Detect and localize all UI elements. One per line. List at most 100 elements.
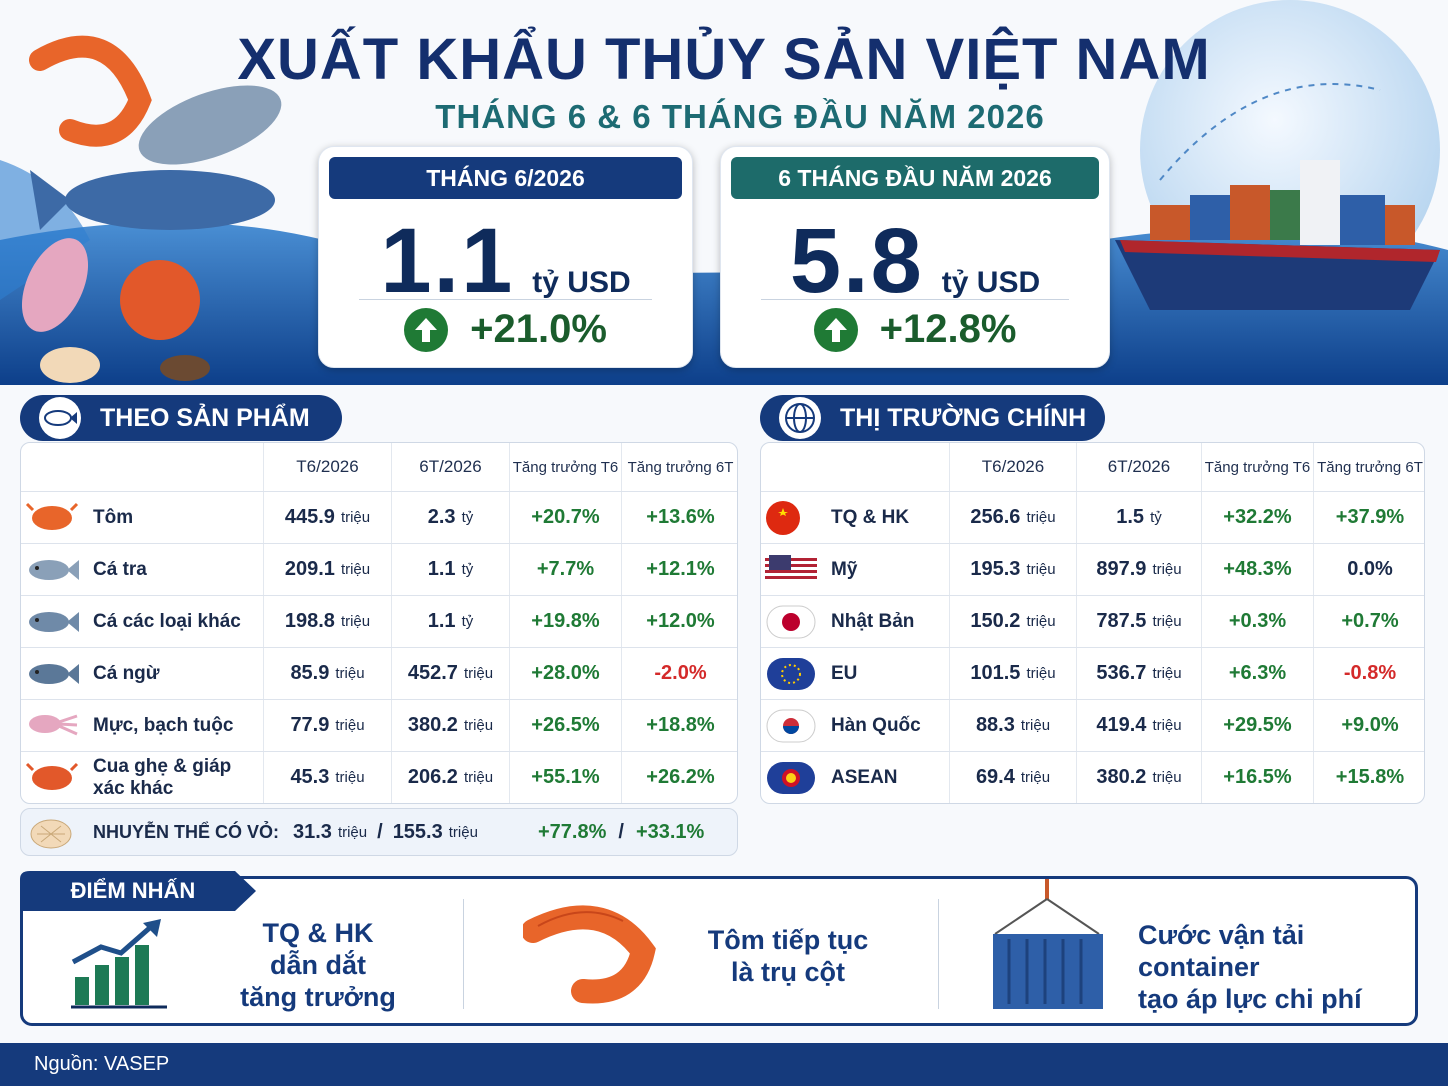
value: 150.2 — [970, 610, 1021, 632]
value-cell: 1.5 tỷ — [1076, 492, 1201, 543]
row-name: Cá các loại khác — [93, 610, 241, 632]
value: 2.3 — [427, 506, 456, 528]
value: 85.9 — [290, 662, 330, 684]
unit: triệu — [340, 613, 371, 630]
unit: triệu — [448, 823, 478, 841]
highlight-line: dẫn dắt — [269, 950, 366, 980]
column-header: T6/2026 — [949, 443, 1076, 491]
icon-cell — [21, 752, 83, 803]
up-arrow-icon — [813, 307, 858, 352]
growth-cell: +12.1% — [621, 544, 737, 595]
unit: triệu — [335, 717, 365, 734]
growth-cell: +19.8% — [509, 596, 621, 647]
value: 1.1 — [427, 558, 456, 580]
flag-icon — [766, 605, 816, 638]
growth: +7.7% — [536, 558, 595, 580]
column-header: Tăng trưởng T6 — [1201, 443, 1313, 491]
growth: +26.5% — [531, 714, 600, 736]
icon-cell — [761, 596, 821, 647]
column-header: Tăng trưởng 6T — [1313, 443, 1424, 491]
subtitle: THÁNG 6 & 6 THÁNG ĐẦU NĂM 2026 — [435, 98, 1045, 135]
data-row: Mực, bạch tuộc 77.9 triệu 380.2 triệu +26.5% +… — [21, 699, 737, 751]
ship — [1115, 160, 1440, 310]
value-cell: 150.2 triệu — [949, 596, 1076, 647]
icon-cell — [761, 700, 821, 751]
up-arrow-icon — [404, 307, 449, 352]
value-cell: 787.5 triệu — [1076, 596, 1201, 647]
growth: +20.7% — [531, 506, 600, 528]
value-cell: 69.4 triệu — [949, 752, 1076, 803]
row-name: Tôm — [93, 506, 134, 528]
value-cell: 445.9 triệu — [263, 492, 391, 543]
icon-cell — [21, 544, 83, 595]
row-name: TQ & HK — [831, 506, 910, 528]
growth: -2.0% — [654, 662, 707, 684]
row-name: ASEAN — [831, 766, 898, 788]
growth: +26.2% — [646, 766, 715, 788]
row-name: Cá tra — [93, 558, 147, 580]
unit: triệu — [1020, 769, 1051, 786]
flag-icon — [765, 554, 817, 585]
growth-cell: 0.0% — [1313, 544, 1424, 595]
growth-cell: +48.3% — [1201, 544, 1313, 595]
column-header: Tăng trưởng 6T — [621, 443, 737, 491]
data-row: Hàn Quốc 88.3 triệu 419.4 triệu +29.5% +9.0% — [761, 699, 1424, 751]
growth-cell: +6.3% — [1201, 648, 1313, 699]
growth: +55.1% — [531, 766, 600, 788]
unit: triệu — [337, 823, 368, 841]
value-cell: 1.1 tỷ — [391, 544, 509, 595]
section-pill: THỊ TRƯỜNG CHÍNH — [760, 395, 1105, 441]
value: 209.1 — [284, 558, 335, 580]
product-icon — [29, 559, 79, 580]
growth-cell: +12.0% — [621, 596, 737, 647]
divider — [938, 899, 939, 1009]
growth-cell: +29.5% — [1201, 700, 1313, 751]
highlight-line: Tôm tiếp tục — [707, 925, 869, 955]
flag-icon — [766, 500, 800, 535]
unit: triệu — [1026, 561, 1056, 578]
kpi-growth-row: +21.0% — [319, 307, 692, 352]
growth: +6.3% — [1228, 662, 1287, 684]
growth: +0.3% — [1228, 610, 1287, 632]
icon-cell — [761, 492, 821, 543]
highlight-line: là trụ cột — [730, 957, 845, 987]
value: 419.4 — [1096, 714, 1147, 736]
value-cell: 536.7 triệu — [1076, 648, 1201, 699]
growth: +28.0% — [531, 662, 600, 684]
data-row: Tôm 445.9 triệu 2.3 tỷ +20.7% +13.6% — [21, 491, 737, 543]
value: 1.5 — [1116, 506, 1145, 528]
highlights-tab — [20, 871, 256, 911]
kpi-rule — [761, 299, 1069, 300]
data-row: Cá tra 209.1 triệu 1.1 tỷ +7.7% +12.1% — [21, 543, 737, 595]
value: 380.2 — [407, 714, 458, 736]
value-cell: 209.1 triệu — [263, 544, 391, 595]
source: Nguồn: VASEP — [0, 1043, 1448, 1086]
product-icon — [29, 714, 78, 735]
section-pill: THEO SẢN PHẨM — [20, 395, 342, 441]
data-row: Nhật Bản 150.2 triệu 787.5 triệu +0.3% +0.7% — [761, 595, 1424, 647]
divider — [463, 899, 464, 1009]
extra-row: NHUYỄN THỂ CÓ VỎ: 31.3 triệu / 155.3 triệu +77… — [20, 808, 738, 856]
value: 787.5 — [1096, 610, 1147, 632]
value-cell: 2.3 tỷ — [391, 492, 509, 543]
unit: triệu — [1152, 717, 1182, 734]
unit: triệu — [463, 717, 494, 734]
growth-cell: +37.9% — [1313, 492, 1424, 543]
container-icon — [993, 879, 1103, 1009]
highlight-line: tăng trưởng — [240, 982, 396, 1012]
growth-cell: -2.0% — [621, 648, 737, 699]
highlights-box: ĐIỂM NHẤN TQ & HK dẫn dắt tăng trưởng Tôm t… — [20, 871, 1418, 1026]
flag-icon — [766, 709, 816, 742]
growth-cell: +9.0% — [1313, 700, 1424, 751]
value: 45.3 — [290, 766, 330, 788]
kpi-value: 5.8 — [789, 210, 924, 312]
growth-cell: +15.8% — [1313, 752, 1424, 803]
growth-cell: +0.3% — [1201, 596, 1313, 647]
highlight-line: Cước vận tải container — [1138, 920, 1305, 982]
value-cell: 45.3 triệu — [263, 752, 391, 803]
highlights-title: ĐIỂM NHẤN — [70, 878, 196, 903]
growth: +13.6% — [646, 506, 715, 528]
data-row: TQ & HK 256.6 triệu 1.5 tỷ +32.2% +37.9% — [761, 491, 1424, 543]
kpi-value-row: 1.1 tỷ USD — [319, 209, 692, 314]
kpi-growth-row: +12.8% — [721, 307, 1109, 352]
